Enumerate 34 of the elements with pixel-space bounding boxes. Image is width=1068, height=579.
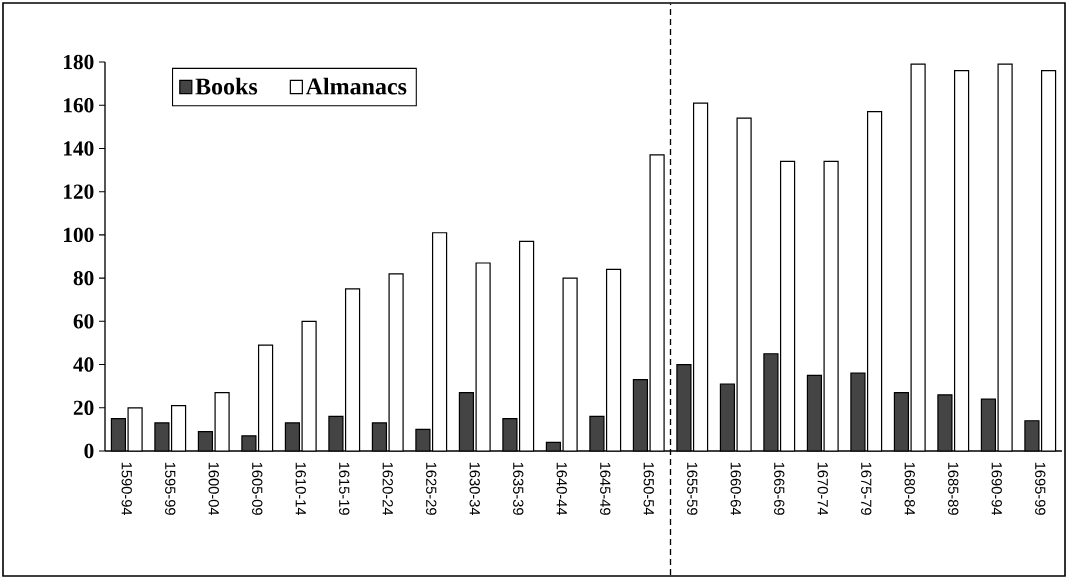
x-tick-label: 1685-89 <box>948 462 959 515</box>
x-tick-label: 1670-74 <box>817 462 828 516</box>
x-tick-label: 1640-44 <box>556 462 567 516</box>
x-tick-label: 1665-69 <box>774 462 785 515</box>
x-tick-label: 1590-94 <box>121 462 132 516</box>
x-tick-label: 1615-19 <box>339 462 350 515</box>
y-tick-label: 180 <box>64 54 94 70</box>
y-tick-label: 100 <box>64 227 94 243</box>
x-tick-label: 1655-59 <box>687 462 698 515</box>
x-tick-label: 1605-09 <box>252 462 263 515</box>
x-tick-label: 1610-14 <box>295 462 306 516</box>
x-tick-label: 1695-99 <box>1035 462 1046 515</box>
legend-label: Almanacs <box>305 77 407 95</box>
y-tick-label: 120 <box>64 184 94 199</box>
y-tick-label: 80 <box>73 270 94 286</box>
x-tick-label: 1620-24 <box>382 462 393 516</box>
y-tick-label: 60 <box>73 314 94 329</box>
x-tick-label: 1645-49 <box>600 462 611 515</box>
y-tick-label: 160 <box>64 98 94 113</box>
x-tick-label: 1595-99 <box>165 462 176 515</box>
x-tick-label: 1635-39 <box>513 462 524 515</box>
x-tick-label: 1660-64 <box>730 462 741 516</box>
x-tick-label: 1630-34 <box>469 462 480 516</box>
y-tick-label: 140 <box>64 141 94 156</box>
x-tick-label: 1680-84 <box>904 462 915 516</box>
x-tick-label: 1675-79 <box>861 462 872 515</box>
y-tick-label: 0 <box>84 443 94 459</box>
y-tick-label: 40 <box>73 357 94 372</box>
x-tick-label: 1600-04 <box>208 462 219 516</box>
x-tick-label: 1690-94 <box>991 462 1002 516</box>
legend-label: Books <box>195 77 258 95</box>
x-tick-label: 1625-29 <box>426 462 437 515</box>
y-tick-label: 20 <box>73 400 94 415</box>
x-tick-label: 1650-54 <box>643 462 654 516</box>
